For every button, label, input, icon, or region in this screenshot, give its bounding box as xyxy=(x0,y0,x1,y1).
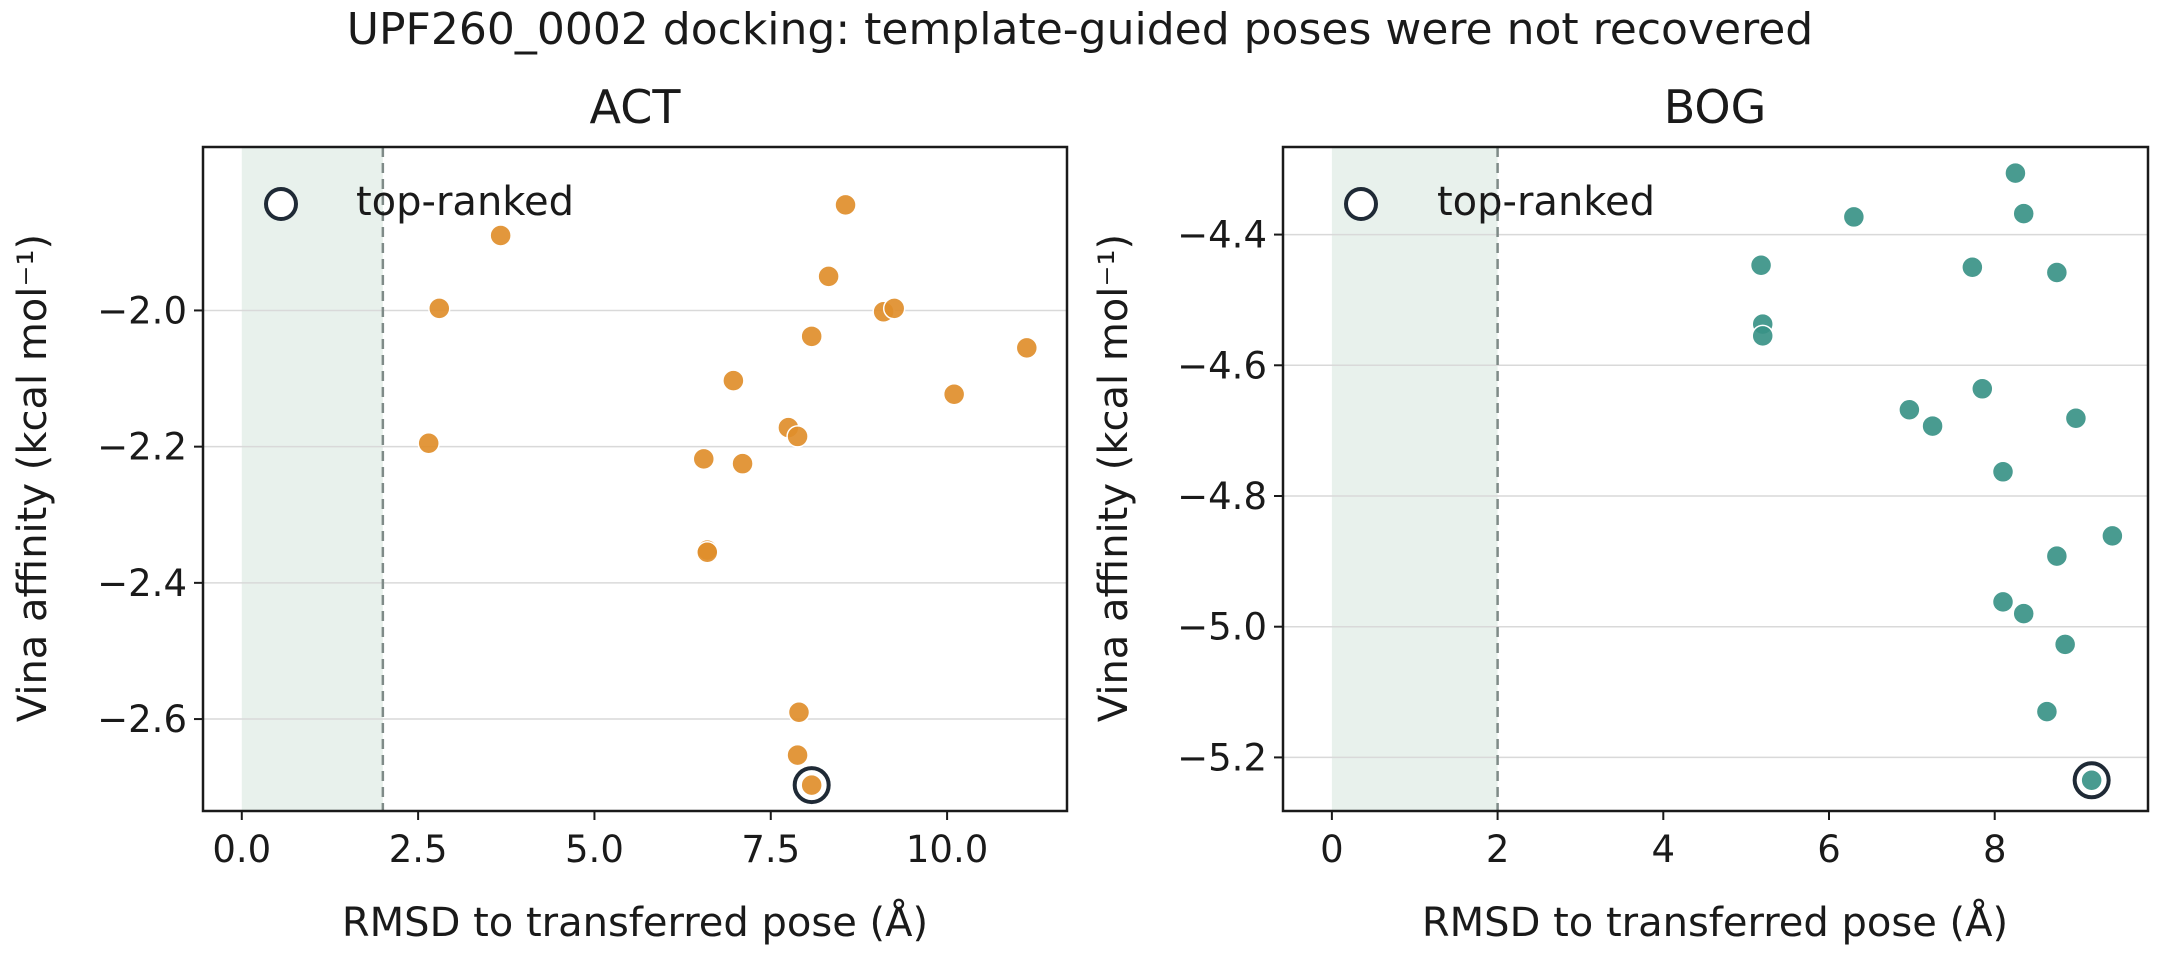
x-tick-label: 0.0 xyxy=(212,828,271,871)
data-point xyxy=(1961,256,1984,279)
panel-title-bog: BOG xyxy=(1664,80,1767,134)
y-tick-label: −5.0 xyxy=(1177,606,1267,649)
data-point xyxy=(800,773,823,797)
data-point xyxy=(2012,202,2035,225)
data-point xyxy=(786,425,809,448)
scatter-points-bog xyxy=(1749,161,2124,800)
data-point xyxy=(1991,460,2015,484)
plot-frame xyxy=(1281,145,2150,813)
y-tick-label: −2.4 xyxy=(97,562,187,605)
data-point xyxy=(2035,700,2059,723)
data-point xyxy=(722,369,745,392)
data-point xyxy=(1921,414,1944,438)
panel-title-act: ACT xyxy=(590,80,682,134)
data-point xyxy=(428,297,451,320)
data-point xyxy=(834,193,857,217)
panel-act: ACT RMSD to transferred pose (Å) Vina af… xyxy=(10,80,1069,946)
data-point xyxy=(2101,524,2124,548)
y-tick-label: −4.8 xyxy=(1177,475,1267,518)
y-tick-label: −5.2 xyxy=(1177,736,1267,779)
x-axis-label-act: RMSD to transferred pose (Å) xyxy=(342,898,928,946)
data-point xyxy=(2012,602,2035,625)
data-point xyxy=(489,224,512,247)
y-tick-label: −2.2 xyxy=(97,426,187,469)
data-point xyxy=(2045,261,2069,284)
legend-label-act: top-ranked xyxy=(356,179,574,225)
plot-area-act xyxy=(203,147,1067,811)
panel-bog: BOG RMSD to transferred pose (Å) Vina af… xyxy=(1091,80,2150,946)
x-tick-label: 2 xyxy=(1486,828,1510,871)
data-point xyxy=(800,325,823,348)
scatter-points-act xyxy=(417,193,1039,805)
figure-suptitle: UPF260_0002 docking: template-guided pos… xyxy=(347,4,1813,55)
data-point xyxy=(1898,398,1921,421)
x-tick-label: 6 xyxy=(1817,828,1841,871)
data-point xyxy=(1749,254,1773,277)
x-tick-label: 0 xyxy=(1320,828,1344,871)
data-point xyxy=(2004,161,2027,185)
data-point xyxy=(1015,336,1039,360)
data-point xyxy=(417,431,440,455)
x-tick-label: 2.5 xyxy=(389,828,448,871)
data-point xyxy=(692,447,716,471)
data-point xyxy=(942,382,966,406)
ticks-bog: 0 2 4 6 8 −4.4 −4.6 −4.8 −5.0 −5.2 xyxy=(1177,214,2006,871)
x-tick-label: 5.0 xyxy=(565,828,624,871)
legend-ring-icon xyxy=(264,187,298,221)
ticks-act: 0.0 2.5 5.0 7.5 10.0 −2.0 −2.2 −2.4 −2.6 xyxy=(97,289,988,871)
data-point xyxy=(2080,769,2103,792)
y-axis-label-act: Vina affinity (kcal mol⁻¹) xyxy=(10,234,56,722)
top-ranked-marker xyxy=(2072,761,2111,800)
plot-area-bog xyxy=(1283,147,2148,811)
x-tick-label: 10.0 xyxy=(906,828,988,871)
data-point xyxy=(731,452,754,475)
data-point xyxy=(1971,377,1994,401)
success-region-shade xyxy=(241,147,383,811)
data-point xyxy=(786,743,809,767)
x-tick-label: 4 xyxy=(1652,828,1676,871)
y-tick-label: −4.4 xyxy=(1177,214,1267,257)
data-point xyxy=(882,297,906,320)
y-tick-label: −2.0 xyxy=(97,289,187,332)
x-axis-label-bog: RMSD to transferred pose (Å) xyxy=(1422,898,2008,946)
data-point xyxy=(817,265,840,288)
y-axis-label-bog: Vina affinity (kcal mol⁻¹) xyxy=(1091,234,1137,722)
success-region-shade xyxy=(1331,147,1498,811)
legend-label-bog: top-ranked xyxy=(1437,179,1655,225)
data-point xyxy=(2045,544,2069,568)
x-tick-label: 8 xyxy=(1983,828,2007,871)
plot-frame xyxy=(201,145,1069,813)
legend-ring-icon xyxy=(1344,187,1378,221)
y-tick-label: −2.6 xyxy=(97,698,187,741)
data-point xyxy=(696,540,719,564)
data-point xyxy=(1991,590,2015,614)
data-point xyxy=(2064,406,2088,430)
data-point xyxy=(1751,324,1774,348)
top-ranked-marker xyxy=(792,766,831,805)
y-tick-label: −4.6 xyxy=(1177,344,1267,387)
x-tick-label: 7.5 xyxy=(741,828,800,871)
data-point xyxy=(1842,205,1866,229)
data-point xyxy=(2053,633,2077,656)
data-point xyxy=(787,701,811,724)
